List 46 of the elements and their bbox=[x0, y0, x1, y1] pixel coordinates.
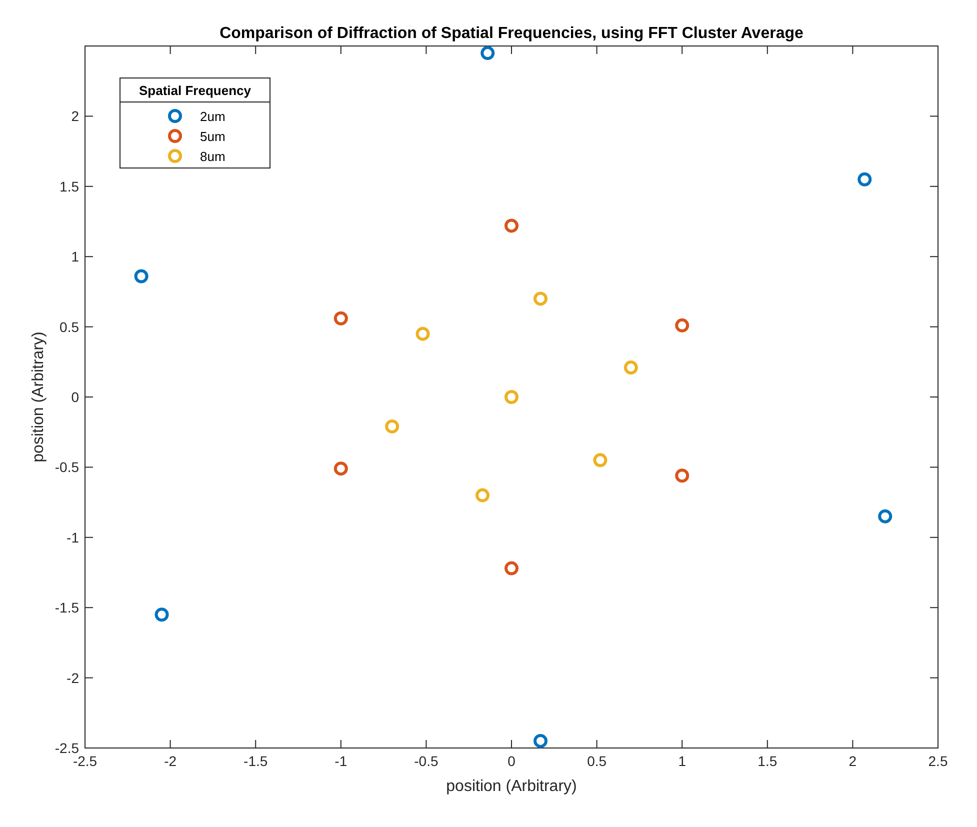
x-tick-label: -0.5 bbox=[414, 753, 438, 769]
point bbox=[504, 390, 518, 404]
y-axis-title: position (Arbitrary) bbox=[30, 332, 47, 462]
point bbox=[134, 269, 148, 284]
y-tick-label: 0.5 bbox=[60, 318, 80, 335]
legend-label: 2um bbox=[200, 109, 226, 124]
y-tick-label: -2 bbox=[66, 670, 80, 686]
point bbox=[334, 462, 348, 476]
x-tick-label: -1 bbox=[334, 753, 348, 769]
point bbox=[476, 488, 490, 502]
point bbox=[593, 453, 608, 468]
y-tick-label: 1 bbox=[71, 248, 80, 265]
point bbox=[675, 468, 690, 483]
legend-label: 8um bbox=[200, 149, 226, 164]
point bbox=[534, 734, 548, 748]
y-tick-label: 1.5 bbox=[60, 178, 80, 194]
x-axis-title: position (Arbitrary) bbox=[446, 778, 577, 795]
point bbox=[504, 218, 518, 233]
point bbox=[480, 46, 495, 60]
x-tick-label: 2.5 bbox=[928, 753, 948, 769]
x-tick-label: 0.5 bbox=[587, 753, 607, 769]
x-tick-label: -2 bbox=[164, 753, 177, 769]
point bbox=[878, 509, 892, 524]
x-tick-label: -1.5 bbox=[244, 753, 268, 769]
y-tick-label: 2 bbox=[71, 108, 80, 124]
x-tick-label: 1 bbox=[678, 753, 686, 769]
point bbox=[624, 360, 638, 375]
y-tick-label: 0 bbox=[71, 389, 80, 405]
point bbox=[858, 172, 872, 186]
y-tick-label: -0.5 bbox=[54, 459, 80, 476]
x-tick-label: 2 bbox=[848, 753, 857, 769]
chart-title: Comparison of Diffraction of Spatial Frequencies, using FFT Cluster Average bbox=[220, 25, 804, 42]
point bbox=[504, 561, 518, 576]
y-tick-label: -1.5 bbox=[54, 600, 80, 616]
y-tick-label: -1 bbox=[66, 529, 80, 546]
point bbox=[534, 292, 548, 306]
legend-title: Spatial Frequency bbox=[139, 83, 252, 98]
point bbox=[334, 311, 348, 326]
x-tick-label: 0 bbox=[508, 753, 516, 769]
y-tick-label: -2.5 bbox=[54, 740, 80, 756]
point bbox=[385, 419, 400, 434]
point bbox=[154, 608, 169, 622]
x-tick-label: 1.5 bbox=[758, 753, 778, 769]
point bbox=[416, 326, 430, 341]
point bbox=[675, 318, 690, 332]
legend-label: 5um bbox=[200, 129, 226, 144]
